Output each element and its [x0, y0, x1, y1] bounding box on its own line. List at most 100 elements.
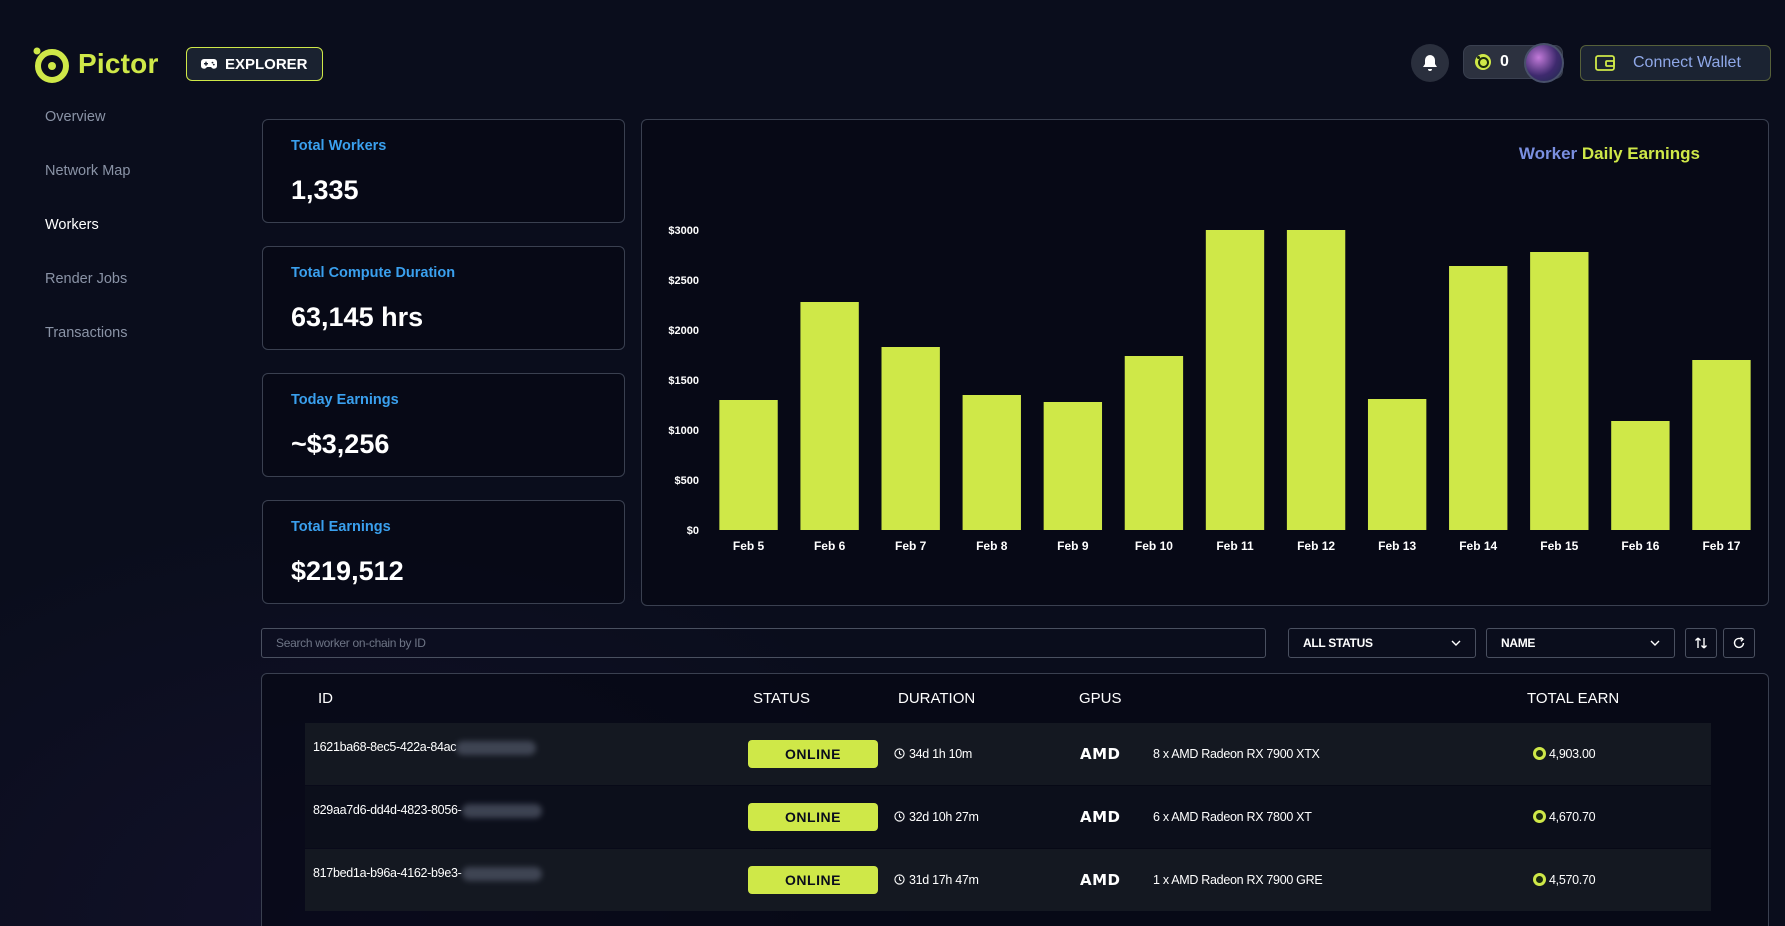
y-tick-label: $500 — [675, 475, 699, 487]
x-tick-label: Feb 13 — [1378, 539, 1416, 553]
coin-icon — [1533, 873, 1546, 886]
amd-logo-icon: AMD — [1080, 871, 1121, 889]
sidebar-item-workers[interactable]: Workers — [45, 217, 99, 233]
earn-value: 4,570.70 — [1549, 873, 1596, 887]
y-tick-label: $1000 — [668, 425, 699, 437]
chevron-down-icon — [1650, 640, 1660, 646]
x-tick-label: Feb 6 — [814, 539, 846, 553]
table-row[interactable]: 817bed1a-b96a-4162-b9e3- ONLINE 31d 17h … — [305, 849, 1711, 911]
column-header-gpus[interactable]: GPUS — [1079, 690, 1122, 707]
gpus-value: 6 x AMD Radeon RX 7800 XT — [1153, 810, 1312, 824]
status-filter-value: ALL STATUS — [1303, 636, 1373, 650]
chart-bar[interactable] — [1530, 252, 1589, 530]
worker-id: 1621ba68-8ec5-422a-84ac — [313, 740, 457, 754]
worker-id-cell[interactable]: 1621ba68-8ec5-422a-84ac — [313, 740, 537, 755]
x-tick-label: Feb 7 — [895, 539, 927, 553]
duration-value: 31d 17h 47m — [909, 873, 979, 887]
sidebar-item-transactions[interactable]: Transactions — [45, 325, 128, 341]
sort-arrows-icon — [1695, 637, 1707, 649]
explorer-badge[interactable]: EXPLORER — [186, 47, 323, 81]
amd-logo-icon: AMD — [1080, 745, 1121, 763]
sidebar-item-render-jobs[interactable]: Render Jobs — [45, 271, 128, 287]
y-tick-label: $3000 — [668, 225, 699, 237]
clock-icon — [894, 748, 905, 759]
search-input[interactable] — [261, 628, 1266, 658]
x-tick-label: Feb 10 — [1135, 539, 1173, 553]
earn-value: 4,903.00 — [1549, 747, 1596, 761]
table-row[interactable]: 829aa7d6-dd4d-4823-8056- ONLINE 32d 10h … — [305, 786, 1711, 848]
chart-bar[interactable] — [1124, 356, 1184, 530]
x-tick-label: Feb 8 — [976, 539, 1008, 553]
connect-wallet-label: Connect Wallet — [1633, 54, 1741, 71]
y-tick-label: $1500 — [668, 375, 699, 387]
chart-bar[interactable] — [1611, 421, 1670, 530]
chart-title: Worker Daily Earnings — [1519, 144, 1700, 164]
column-header-total-earn[interactable]: TOTAL EARN — [1527, 690, 1620, 707]
chart-bar[interactable] — [1043, 402, 1103, 530]
brand-name: Pictor — [78, 48, 159, 79]
sidebar-nav: Overview Network Map Workers Render Jobs… — [45, 108, 130, 378]
clock-icon — [894, 811, 905, 822]
refresh-button[interactable] — [1723, 628, 1755, 658]
earn-cell: 4,670.70 — [1533, 810, 1596, 824]
status-badge: ONLINE — [748, 740, 878, 768]
table-row[interactable]: 1621ba68-8ec5-422a-84ac ONLINE 34d 1h 10… — [305, 723, 1711, 785]
explorer-badge-label: EXPLORER — [225, 55, 308, 73]
pictor-logo-icon — [30, 44, 70, 84]
chart-bar[interactable] — [881, 347, 940, 530]
sidebar-item-network-map[interactable]: Network Map — [45, 163, 131, 179]
chart-bar[interactable] — [1205, 230, 1265, 530]
column-header-duration[interactable]: DURATION — [898, 690, 976, 707]
x-tick-label: Feb 15 — [1540, 539, 1578, 553]
stat-card-total-earnings: Total Earnings $219,512 — [262, 500, 625, 604]
x-tick-label: Feb 9 — [1057, 539, 1089, 553]
refresh-icon — [1733, 636, 1745, 649]
notifications-button[interactable] — [1411, 44, 1449, 82]
gpus-value: 8 x AMD Radeon RX 7900 XTX — [1153, 747, 1320, 761]
connect-wallet-button[interactable]: Connect Wallet — [1580, 45, 1771, 81]
chart-bar[interactable] — [1449, 266, 1508, 530]
sidebar-item-overview[interactable]: Overview — [45, 109, 106, 125]
x-tick-label: Feb 16 — [1621, 539, 1659, 553]
points-value: 0 — [1500, 53, 1509, 70]
coin-icon — [1533, 810, 1546, 823]
status-badge: ONLINE — [748, 866, 878, 894]
x-tick-label: Feb 17 — [1702, 539, 1740, 553]
duration-cell: 34d 1h 10m — [894, 747, 972, 761]
coin-icon — [1475, 54, 1491, 70]
gamepad-icon — [201, 59, 217, 69]
sort-order-button[interactable] — [1685, 628, 1717, 658]
column-header-id[interactable]: ID — [318, 690, 333, 707]
stat-label: Total Compute Duration — [291, 265, 456, 281]
chart-bar[interactable] — [800, 302, 859, 530]
status-filter-select[interactable]: ALL STATUS — [1288, 628, 1476, 658]
stat-label: Total Workers — [291, 138, 387, 154]
sort-field-select[interactable]: NAME — [1486, 628, 1675, 658]
chevron-down-icon — [1451, 640, 1461, 646]
stat-card-today-earnings: Today Earnings ~$3,256 — [262, 373, 625, 477]
sort-field-value: NAME — [1501, 636, 1536, 650]
chart-bar[interactable] — [1367, 399, 1427, 530]
user-avatar[interactable] — [1524, 43, 1564, 83]
chart-bar[interactable] — [719, 400, 778, 530]
chart-bar[interactable] — [962, 395, 1021, 530]
x-tick-label: Feb 5 — [733, 539, 765, 553]
status-badge: ONLINE — [748, 803, 878, 831]
worker-id-cell[interactable]: 817bed1a-b96a-4162-b9e3- — [313, 866, 542, 881]
clock-icon — [894, 874, 905, 885]
worker-id-cell[interactable]: 829aa7d6-dd4d-4823-8056- — [313, 803, 542, 818]
column-header-status[interactable]: STATUS — [753, 690, 810, 707]
y-tick-label: $2000 — [668, 325, 699, 337]
chart-bar[interactable] — [1692, 360, 1751, 530]
stat-value: 1,335 — [291, 175, 359, 205]
redacted-id-suffix — [456, 740, 537, 755]
chart-title-part1: Worker — [1518, 144, 1578, 163]
amd-logo-icon: AMD — [1080, 808, 1121, 826]
earn-cell: 4,903.00 — [1533, 747, 1596, 761]
chart-bar[interactable] — [1286, 230, 1346, 530]
y-tick-label: $0 — [687, 525, 699, 537]
wallet-icon — [1595, 55, 1615, 71]
chart-title-part2: Daily Earnings — [1581, 144, 1700, 163]
redacted-id-suffix — [461, 866, 542, 881]
brand-logo[interactable]: Pictor — [30, 44, 159, 84]
